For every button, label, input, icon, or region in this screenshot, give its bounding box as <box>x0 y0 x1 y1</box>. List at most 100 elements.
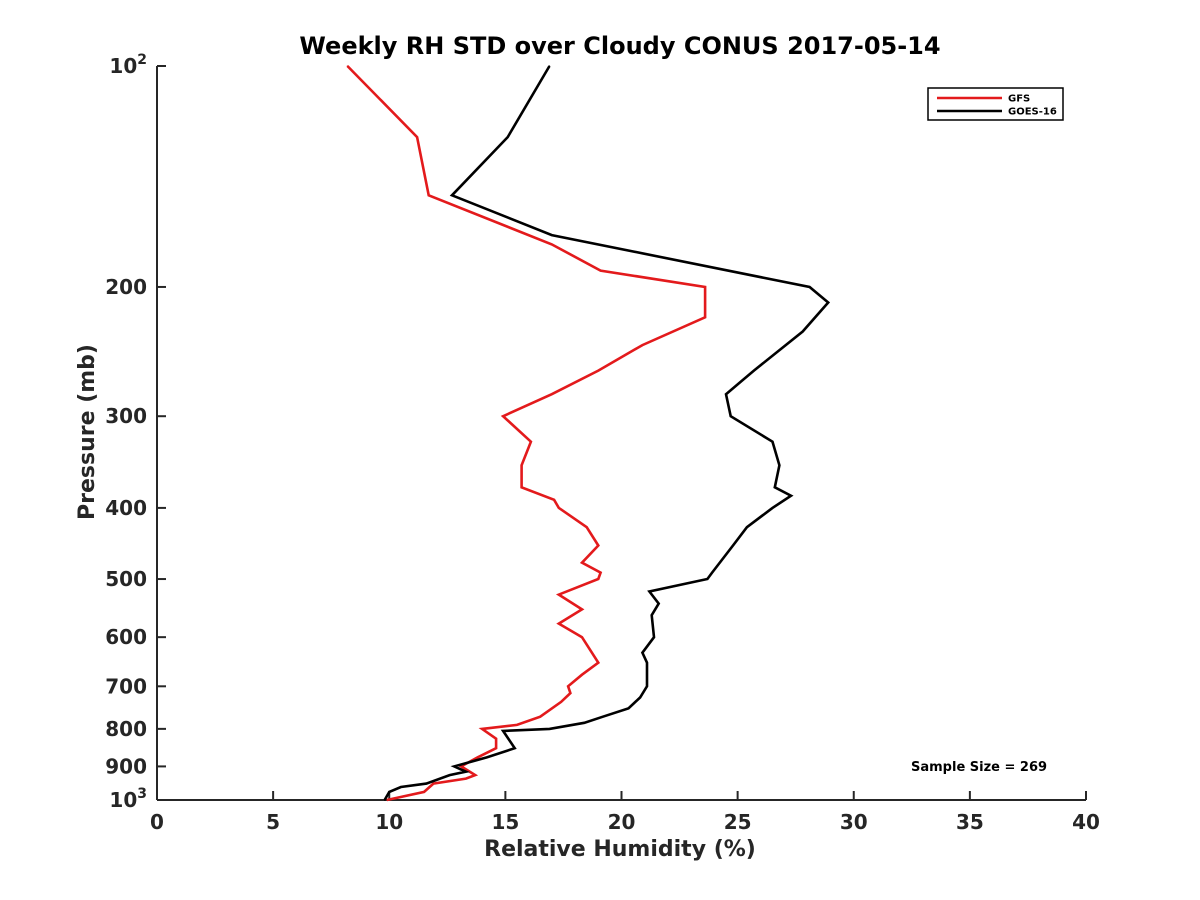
legend-box <box>927 87 1064 121</box>
data-point <box>730 415 732 417</box>
data-point <box>586 526 588 528</box>
data-point <box>416 136 418 138</box>
data-point <box>400 786 402 788</box>
data-point <box>809 286 811 288</box>
data-point <box>771 507 774 509</box>
data-point <box>453 765 455 768</box>
data-point <box>388 791 390 793</box>
data-point <box>581 636 583 638</box>
y-tick-label: 600 <box>105 625 147 649</box>
data-point <box>597 544 599 547</box>
data-point <box>502 415 504 417</box>
data-point <box>558 594 560 596</box>
data-point <box>746 526 748 528</box>
data-point <box>558 507 560 509</box>
data-point <box>449 774 451 776</box>
x-tick-label: 40 <box>1072 810 1100 834</box>
series-line-goes-16 <box>383 65 831 801</box>
data-point <box>600 270 602 272</box>
y-tick-label: 103 <box>109 786 147 812</box>
data-point <box>486 756 488 759</box>
data-point <box>569 692 572 694</box>
data-point <box>567 685 569 687</box>
y-tick-label: 900 <box>105 754 147 778</box>
data-point <box>346 65 348 67</box>
data-point <box>732 544 734 547</box>
data-point <box>539 716 541 718</box>
y-tick-label: 102 <box>109 52 147 78</box>
data-point <box>551 243 553 245</box>
data-point <box>548 728 551 730</box>
data-point <box>474 774 476 776</box>
data-point <box>548 65 551 67</box>
data-point <box>425 783 427 785</box>
data-point <box>802 330 804 333</box>
x-tick-label: 35 <box>956 810 984 834</box>
data-point <box>774 486 776 488</box>
data-point <box>790 495 792 497</box>
data-point <box>600 572 602 574</box>
y-tick-label: 300 <box>105 404 147 428</box>
data-point <box>641 652 644 654</box>
data-point <box>651 614 653 616</box>
legend-label: GOES-16 <box>1008 107 1057 118</box>
data-point <box>514 747 516 749</box>
x-tick-label: 10 <box>375 810 403 834</box>
data-point <box>706 578 709 580</box>
data-point <box>627 707 630 709</box>
data-point <box>711 572 713 574</box>
plot-area: 0 5 10 15 20 25 30 35 40 102 200 300 400 500 600 700 800… <box>105 52 1100 834</box>
data-point <box>423 791 425 793</box>
data-point <box>428 194 430 196</box>
data-point <box>384 799 386 801</box>
data-point <box>771 441 774 443</box>
data-point <box>725 393 727 395</box>
y-tick-label: 200 <box>105 275 147 299</box>
y-tick-label: 700 <box>105 674 147 698</box>
data-point <box>646 685 648 687</box>
x-tick-label: 5 <box>266 810 280 834</box>
data-point <box>495 747 497 749</box>
data-point <box>432 783 434 785</box>
data-point <box>551 234 553 236</box>
data-point <box>465 771 467 773</box>
data-point <box>778 464 781 466</box>
data-point <box>704 286 706 288</box>
data-point <box>653 636 655 638</box>
data-point <box>648 590 651 593</box>
data-point <box>639 696 641 699</box>
y-tick-label: 400 <box>105 496 147 520</box>
data-point <box>597 578 599 580</box>
x-tick-label: 25 <box>724 810 752 834</box>
data-point <box>597 662 599 664</box>
data-point <box>753 370 755 372</box>
data-point <box>502 730 504 732</box>
data-point <box>704 316 706 318</box>
data-point <box>386 799 388 801</box>
sample-size-annotation: Sample Size = 269 <box>911 760 1047 775</box>
data-point <box>553 499 555 501</box>
data-point <box>476 756 479 759</box>
legend: GFS GOES-16 <box>927 87 1064 121</box>
data-point <box>507 136 509 138</box>
data-point <box>460 765 462 768</box>
data-point <box>581 674 583 676</box>
data-point <box>530 441 532 443</box>
chart-title: Weekly RH STD over Cloudy CONUS 2017-05-… <box>299 32 940 60</box>
x-tick-label: 20 <box>608 810 636 834</box>
data-point <box>583 722 585 724</box>
data-point <box>516 724 518 726</box>
legend-label: GFS <box>1008 94 1030 105</box>
series-line-gfs <box>346 65 707 802</box>
data-point <box>451 194 453 196</box>
data-point <box>646 662 648 664</box>
data-point <box>495 738 497 740</box>
data-point <box>465 778 467 780</box>
data-point <box>481 728 483 730</box>
x-axis-title: Relative Humidity (%) <box>484 837 756 862</box>
data-point <box>521 486 523 488</box>
x-tick-label: 15 <box>491 810 519 834</box>
data-point <box>521 464 523 466</box>
data-point <box>827 301 829 304</box>
